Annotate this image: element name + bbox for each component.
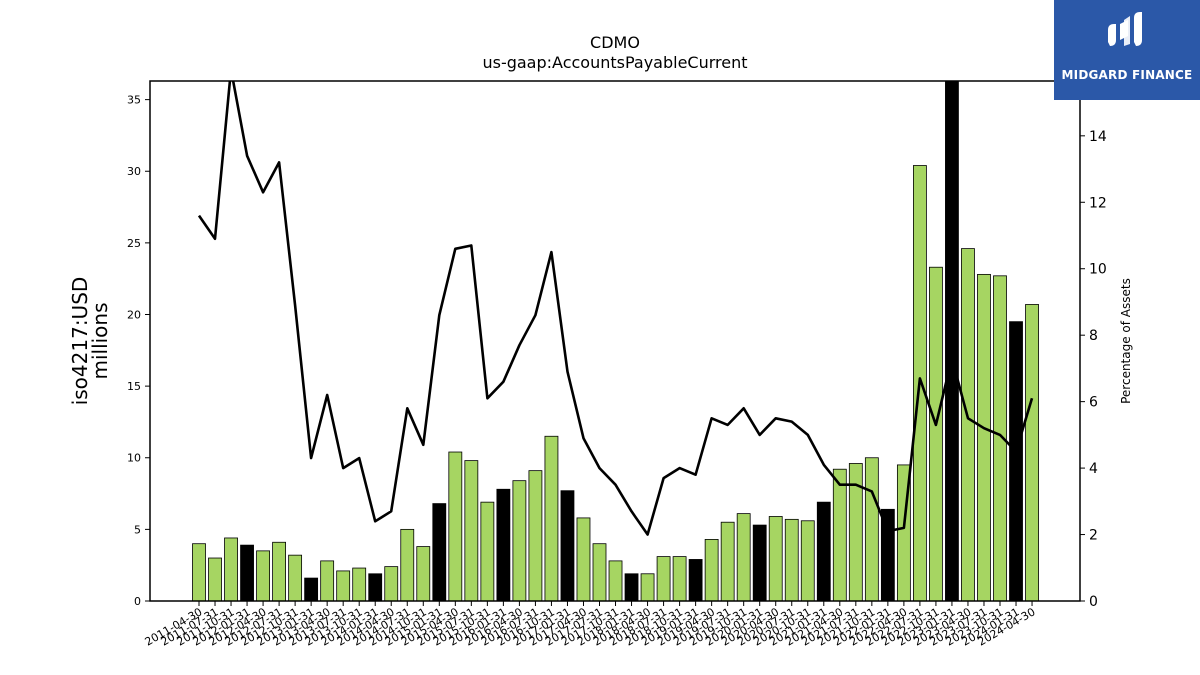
bar-2017-10-31: [608, 560, 623, 602]
bar-2017-01-31: [560, 490, 575, 602]
bar-2023-04-30: [961, 248, 975, 602]
right-tick-label: 4: [1089, 461, 1098, 477]
left-tick-label: 5: [134, 523, 141, 536]
bar-2021-01-31: [816, 501, 831, 602]
right-tick-label: 10: [1089, 262, 1107, 278]
bar-2018-07-31: [656, 556, 671, 602]
bar-2023-01-31: [945, 80, 959, 602]
bar-2016-07-31: [528, 470, 543, 602]
right-tick-label: 6: [1089, 395, 1098, 411]
bar-2011-07-31: [208, 557, 222, 602]
bar-2017-07-31: [592, 543, 607, 602]
right-tick-label: 8: [1089, 328, 1098, 344]
bar-2021-04-30: [832, 468, 847, 602]
bar-2016-10-31: [544, 435, 559, 602]
bar-2014-04-30: [384, 566, 399, 602]
left-tick-label: 35: [127, 94, 141, 107]
left-tick-label: 0: [134, 595, 141, 608]
bar-2014-10-31: [416, 546, 431, 602]
bar-2019-04-30: [704, 539, 719, 602]
left-axis: 0 5 10 15 20 25 30 35: [127, 94, 150, 608]
left-tick-label: 20: [127, 308, 141, 321]
bar-2020-10-31: [800, 520, 815, 602]
bar-2013-07-31: [336, 570, 351, 602]
midgard-finance-logo: MIDGARD FINANCE: [1054, 0, 1200, 100]
bar-2023-07-31: [977, 273, 991, 602]
bar-2016-01-31: [496, 488, 511, 602]
bar-2024-01-31: [1009, 321, 1023, 602]
logo-mark-icon: [1108, 12, 1142, 46]
right-tick-label: 14: [1089, 129, 1107, 145]
logo-text: MIDGARD FINANCE: [1061, 68, 1193, 82]
bar-series: [192, 80, 1039, 602]
plot-frame: [149, 80, 1081, 602]
bar-2012-07-31: [272, 541, 287, 602]
bar-2012-04-30: [256, 550, 270, 602]
bar-2012-10-31: [288, 554, 303, 602]
bar-2021-10-31: [864, 457, 879, 602]
bar-2019-07-31: [720, 521, 735, 602]
bar-2018-10-31: [672, 556, 687, 602]
bar-2013-10-31: [352, 567, 367, 602]
bar-2020-07-31: [784, 518, 799, 602]
left-axis-label-line2: millions: [88, 302, 112, 379]
x-axis: 2011-04-302011-07-312011-10-312012-01-31…: [143, 601, 1038, 649]
bar-2011-04-30: [192, 543, 206, 602]
bar-2024-04-30: [1025, 304, 1039, 602]
bar-2019-01-31: [688, 559, 703, 602]
chart-subtitle: us-gaap:AccountsPayableCurrent: [482, 53, 747, 72]
right-axis: 0 2 4 6 8 10 12 14: [1080, 129, 1107, 610]
bar-2019-10-31: [736, 513, 751, 602]
bar-2015-10-31: [480, 501, 495, 602]
bar-2017-04-30: [576, 517, 591, 602]
bar-2020-01-31: [752, 524, 767, 602]
right-tick-label: 0: [1089, 594, 1098, 610]
left-tick-label: 30: [127, 165, 141, 178]
right-tick-label: 12: [1089, 195, 1107, 211]
left-tick-label: 10: [127, 452, 141, 465]
left-axis-label-line1: iso4217:USD: [68, 277, 92, 406]
bar-2013-01-31: [304, 577, 319, 602]
bar-2011-10-31: [224, 537, 238, 602]
bar-2013-04-30: [320, 560, 335, 602]
percentage-of-assets-line: [197, 81, 1034, 536]
bar-2020-04-30: [768, 516, 783, 602]
bar-2015-01-31: [432, 503, 447, 602]
bar-2018-04-30: [640, 573, 655, 602]
bar-2014-01-31: [368, 573, 383, 602]
chart-title: CDMO: [590, 33, 640, 52]
bar-2014-07-31: [400, 528, 415, 602]
line-series: [197, 81, 1034, 536]
bar-2016-04-30: [512, 480, 527, 602]
bar-2012-01-31: [240, 544, 254, 602]
bar-2018-01-31: [624, 573, 639, 602]
left-tick-label: 25: [127, 237, 141, 250]
bar-2015-07-31: [464, 460, 479, 602]
bar-2022-10-31: [929, 266, 943, 602]
right-tick-label: 2: [1089, 528, 1098, 544]
left-tick-label: 15: [127, 380, 141, 393]
bar-2015-04-30: [448, 451, 463, 602]
right-axis-label: Percentage of Assets: [1119, 278, 1133, 404]
